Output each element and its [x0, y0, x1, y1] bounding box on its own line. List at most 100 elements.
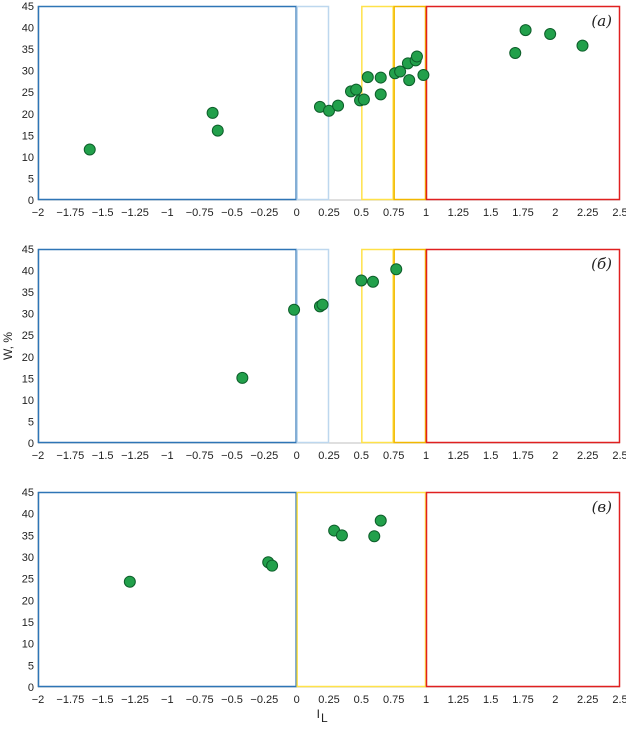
x-tick-label: 1.75 — [512, 694, 533, 706]
zone-rect — [425, 248, 621, 444]
x-tick-label: 0.25 — [318, 207, 339, 219]
data-point — [410, 50, 423, 63]
x-tick-label: 1.5 — [483, 207, 498, 219]
data-point — [332, 99, 345, 112]
zone-rect — [393, 5, 427, 201]
y-tick-label: 10 — [22, 152, 34, 164]
panel-label: (в) — [592, 498, 613, 516]
data-point — [368, 530, 381, 543]
x-tick-label: 2.25 — [577, 694, 598, 706]
y-tick-label: 45 — [22, 487, 34, 499]
zone-rect — [425, 5, 621, 201]
x-tick-label: −0.75 — [186, 694, 214, 706]
x-tick-label: 0.75 — [383, 694, 404, 706]
x-tick-label: −0.75 — [186, 450, 214, 462]
data-point — [576, 39, 589, 52]
zone-rect — [296, 5, 330, 201]
data-point — [350, 83, 363, 96]
y-tick-label: 35 — [22, 44, 34, 56]
data-point — [544, 28, 557, 41]
y-tick-label: 25 — [22, 574, 34, 586]
x-tick-label: −1.25 — [121, 450, 149, 462]
data-point — [374, 514, 387, 527]
data-point — [323, 104, 335, 117]
x-tick-label: 2.5 — [612, 450, 626, 462]
data-point — [374, 71, 387, 84]
x-tick-label: −1.5 — [92, 694, 114, 706]
zone-rect — [37, 491, 297, 688]
y-tick-label: 0 — [28, 438, 34, 450]
x-tick-label: 1.25 — [448, 450, 469, 462]
y-tick-label: 35 — [22, 530, 34, 542]
y-tick-label: 25 — [22, 87, 34, 99]
data-point — [266, 559, 279, 572]
x-tick-label: 0 — [294, 694, 300, 706]
x-tick-label: 0.5 — [354, 207, 369, 219]
x-tick-label: 0.75 — [383, 450, 404, 462]
x-tick-label: −0.25 — [250, 694, 278, 706]
x-tick-label: 1 — [423, 207, 429, 219]
data-point — [366, 275, 379, 288]
x-tick-label: 2 — [552, 694, 558, 706]
x-axis-title-subscript: L — [321, 711, 328, 724]
x-tick-label: 1.25 — [448, 694, 469, 706]
y-tick-label: 40 — [22, 23, 34, 35]
x-tick-label: −1.5 — [92, 450, 114, 462]
x-tick-label: −2 — [32, 450, 45, 462]
y-tick-label: 20 — [22, 352, 34, 364]
data-point — [335, 529, 348, 542]
y-tick-label: 35 — [22, 287, 34, 299]
zone-rect — [37, 5, 297, 201]
x-tick-label: −1.75 — [56, 694, 84, 706]
data-point — [206, 106, 219, 119]
y-tick-label: 5 — [28, 173, 34, 185]
y-tick-label: 45 — [22, 1, 34, 13]
data-point — [390, 263, 403, 276]
x-tick-label: −1 — [161, 450, 174, 462]
x-tick-label: 1.75 — [512, 207, 533, 219]
x-tick-label: 0.5 — [354, 450, 369, 462]
x-tick-label: −1 — [161, 694, 174, 706]
data-point — [355, 274, 368, 287]
data-point — [236, 371, 249, 384]
x-tick-label: 2.25 — [577, 207, 598, 219]
x-tick-label: −0.75 — [186, 207, 214, 219]
x-tick-label: 0.25 — [318, 694, 339, 706]
y-tick-label: 45 — [22, 244, 34, 256]
x-tick-label: −0.5 — [221, 450, 243, 462]
x-tick-label: 1 — [423, 450, 429, 462]
panel-label: (б) — [591, 255, 612, 273]
x-tick-label: −0.25 — [250, 207, 278, 219]
x-tick-label: 2.25 — [577, 450, 598, 462]
zone-rect — [37, 248, 297, 444]
x-tick-label: 1 — [423, 694, 429, 706]
y-tick-label: 5 — [28, 416, 34, 428]
y-tick-label: 20 — [22, 595, 34, 607]
x-tick-label: −2 — [32, 207, 45, 219]
panel-label: (а) — [591, 12, 612, 30]
x-tick-label: 1.5 — [483, 694, 498, 706]
x-tick-label: 0.75 — [383, 207, 404, 219]
y-tick-label: 40 — [22, 266, 34, 278]
data-point — [83, 143, 96, 156]
x-tick-label: −2 — [32, 694, 45, 706]
y-tick-label: 0 — [28, 682, 34, 694]
zone-rect — [296, 248, 330, 444]
x-tick-label: 1.5 — [483, 450, 498, 462]
data-point — [394, 65, 407, 78]
x-tick-label: 0.25 — [318, 450, 339, 462]
zone-rect — [393, 248, 427, 444]
x-tick-label: 1.25 — [448, 207, 469, 219]
x-tick-label: 0 — [294, 450, 300, 462]
y-tick-label: 10 — [22, 639, 34, 651]
y-tick-label: 15 — [22, 130, 34, 142]
data-point — [211, 124, 224, 137]
data-point — [123, 575, 136, 588]
data-point — [519, 24, 532, 37]
y-tick-label: 30 — [22, 552, 34, 564]
x-tick-label: 2.5 — [612, 207, 626, 219]
data-point — [316, 298, 329, 311]
x-tick-label: −0.5 — [221, 207, 243, 219]
